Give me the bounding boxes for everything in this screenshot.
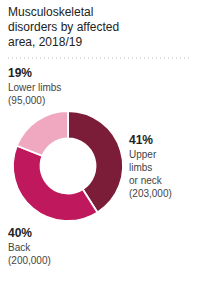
pct-label: 19% — [8, 66, 32, 80]
donut — [13, 111, 123, 221]
slice-label: Back — [8, 242, 31, 253]
count-label-line: (200,000) — [8, 255, 51, 266]
slice-label: Lower limbs — [8, 82, 61, 93]
slice-label: Upper limbs or neck — [129, 149, 163, 186]
count-label: (95,000) — [8, 95, 45, 106]
chart-container: Musculoskeletaldisorders by affectedarea… — [0, 0, 198, 300]
pct-label-line: 19% — [8, 66, 32, 80]
separator — [8, 58, 190, 59]
pct-label-line: 40% — [8, 226, 32, 240]
chart-svg: Musculoskeletaldisorders by affectedarea… — [0, 0, 198, 300]
slice — [13, 146, 97, 221]
count-label-line: (95,000) — [8, 95, 45, 106]
pct-label: 40% — [8, 226, 32, 240]
slice-label-line: or neck — [129, 175, 163, 186]
title: Musculoskeletaldisorders by affectedarea… — [8, 5, 119, 49]
slice-label-line: limbs — [129, 162, 152, 173]
slice-label-line: Back — [8, 242, 31, 253]
pct-label-line: 41% — [129, 133, 153, 147]
title-line: Musculoskeletal — [8, 5, 93, 19]
pct-label: 41% — [129, 133, 153, 147]
slice-label-line: Lower limbs — [8, 82, 61, 93]
slice — [17, 111, 68, 156]
slice-label-line: Upper — [129, 149, 157, 160]
count-label-line: (203,000) — [129, 188, 172, 199]
title-line: area, 2018/19 — [8, 35, 82, 49]
title-line: disorders by affected — [8, 20, 119, 34]
count-label: (203,000) — [129, 188, 172, 199]
count-label: (200,000) — [8, 255, 51, 266]
